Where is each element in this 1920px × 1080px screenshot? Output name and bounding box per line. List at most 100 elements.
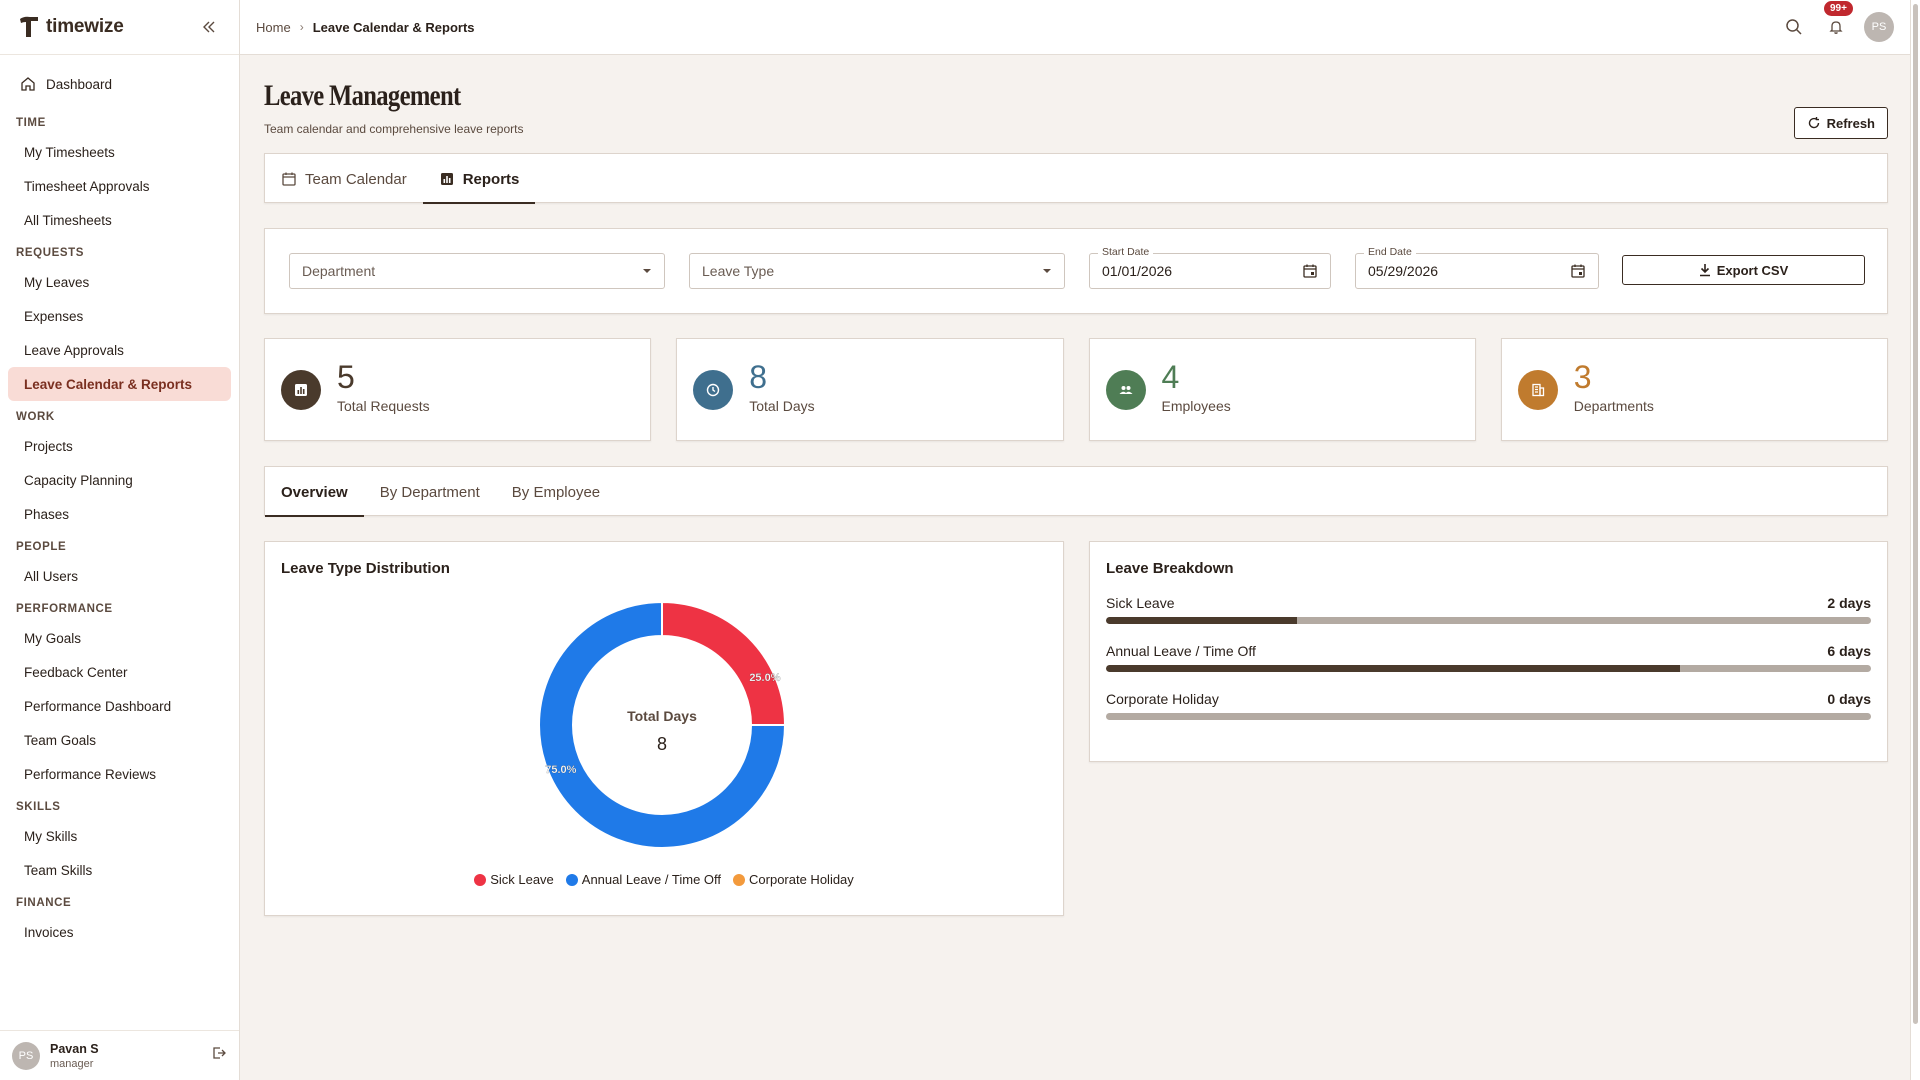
sidebar-item-all-timesheets[interactable]: All Timesheets — [24, 212, 112, 228]
legend-label: Sick Leave — [490, 872, 554, 887]
user-role: manager — [50, 1057, 94, 1070]
tab-label: Reports — [462, 170, 520, 188]
calendar-icon[interactable] — [1570, 263, 1586, 279]
refresh-icon — [1808, 117, 1819, 129]
sidebar-section-heading: SKILLS — [16, 801, 61, 813]
stat-value: 5 — [337, 358, 355, 395]
calendar-icon[interactable] — [1302, 263, 1318, 279]
refresh-button[interactable]: Refresh — [1793, 107, 1888, 139]
logout-icon[interactable] — [211, 1045, 227, 1066]
bar-chart-icon — [295, 383, 307, 396]
donut-slice-annual-leave-time-off[interactable] — [538, 600, 787, 849]
breakdown-progress-fill — [1106, 665, 1680, 672]
sidebar-item-my-goals[interactable]: My Goals — [24, 630, 82, 646]
sidebar-item-dashboard[interactable]: Dashboard — [8, 67, 231, 101]
donut-slice-sick-leave[interactable] — [661, 600, 787, 726]
tab-team-calendar[interactable]: Team Calendar — [265, 154, 423, 204]
page-title: Leave Management — [264, 79, 461, 112]
breakdown-progress-bar — [1106, 617, 1871, 624]
building-icon — [1532, 383, 1544, 396]
stat-label: Total Days — [749, 397, 815, 414]
main-tabs: Team Calendar Reports — [264, 153, 1888, 204]
brand: timewize — [0, 0, 239, 55]
search-icon[interactable] — [1780, 13, 1808, 41]
donut-center-value: 8 — [656, 734, 667, 754]
calendar-icon — [282, 172, 296, 186]
donut-chart: 25.0% 75.0% Total Days 8 — [537, 600, 787, 850]
sidebar-item-my-timesheets[interactable]: My Timesheets — [24, 144, 115, 160]
sidebar-item-phases[interactable]: Phases — [24, 506, 70, 522]
leave-type-select[interactable]: Leave Type — [689, 253, 1065, 289]
page-scrollbar[interactable] — [1910, 0, 1920, 1080]
sidebar-item-expenses[interactable]: Expenses — [24, 308, 84, 324]
collapse-sidebar-icon[interactable] — [197, 15, 221, 39]
sidebar-item-team-skills[interactable]: Team Skills — [24, 862, 93, 878]
sidebar-item-performance-reviews[interactable]: Performance Reviews — [24, 766, 157, 782]
sidebar-item-label: Dashboard — [46, 76, 113, 92]
chart-legend: Sick Leave Annual Leave / Time Off Corpora… — [265, 872, 1063, 887]
sidebar-item-performance-dashboard[interactable]: Performance Dashboard — [24, 698, 172, 714]
sidebar-section-heading: TIME — [16, 117, 46, 129]
people-icon — [1119, 385, 1132, 394]
stat-value: 3 — [1573, 358, 1592, 395]
sidebar-item-my-leaves[interactable]: My Leaves — [24, 274, 90, 290]
breakdown-value: 6 days — [1827, 643, 1871, 659]
topbar: Home › Leave Calendar & Reports 99+ PS — [240, 0, 1920, 55]
tab-by-employee[interactable]: By Employee — [511, 483, 601, 501]
breadcrumb-current: Leave Calendar & Reports — [312, 19, 475, 35]
donut-percent-label: 25.0% — [749, 672, 780, 684]
sidebar-item-timesheet-approvals[interactable]: Timesheet Approvals — [24, 178, 150, 194]
export-csv-button[interactable]: Export CSV — [1622, 255, 1865, 285]
donut-svg: 25.0% 75.0% — [538, 600, 787, 849]
sidebar-section-heading: PERFORMANCE — [16, 603, 113, 615]
legend-item[interactable]: Sick Leave — [474, 872, 554, 887]
notifications-bell-icon[interactable]: 99+ — [1822, 1, 1853, 41]
notification-badge: 99+ — [1824, 1, 1853, 16]
legend-swatch — [474, 873, 487, 886]
department-placeholder: Department — [302, 263, 376, 279]
refresh-label: Refresh — [1826, 115, 1875, 131]
sidebar-section-heading: PEOPLE — [16, 541, 67, 553]
sidebar-item-feedback-center[interactable]: Feedback Center — [24, 664, 128, 680]
breakdown-progress-bar — [1106, 665, 1871, 672]
stat-icon-circle — [1105, 369, 1146, 410]
end-date-field[interactable]: End Date 05/29/2026 — [1355, 246, 1599, 289]
stat-departments: 3 Departments — [1500, 338, 1888, 441]
sidebar-item-invoices[interactable]: Invoices — [24, 924, 74, 940]
sidebar-item-leave-approvals[interactable]: Leave Approvals — [24, 342, 124, 358]
scrollbar-thumb[interactable] — [1913, 4, 1918, 1024]
breakdown-row-sick-leave: Sick Leave 2 days — [1106, 595, 1871, 624]
legend-swatch — [565, 873, 578, 886]
tab-by-department[interactable]: By Department — [379, 483, 480, 501]
tab-overview[interactable]: Overview — [265, 467, 364, 517]
tab-reports[interactable]: Reports — [422, 154, 536, 204]
breakdown-value: 0 days — [1827, 691, 1871, 707]
stat-icon-circle — [281, 369, 321, 410]
breakdown-label: Annual Leave / Time Off — [1106, 643, 1256, 659]
avatar[interactable]: PS — [12, 1041, 40, 1070]
clock-icon — [707, 383, 720, 396]
department-select[interactable]: Department — [289, 253, 665, 289]
legend-label: Annual Leave / Time Off — [581, 872, 722, 887]
sidebar-item-my-skills[interactable]: My Skills — [24, 828, 78, 844]
breadcrumb-home[interactable]: Home — [256, 19, 291, 35]
stat-icon-circle — [1517, 369, 1558, 410]
sidebar-item-all-users[interactable]: All Users — [24, 568, 79, 584]
sidebar-item-projects[interactable]: Projects — [24, 438, 73, 454]
end-date-value: 05/29/2026 — [1368, 263, 1439, 279]
chevron-down-icon — [1043, 269, 1051, 273]
breakdown-row-corporate-holiday: Corporate Holiday 0 days — [1106, 691, 1871, 720]
legend-swatch — [733, 873, 746, 886]
sidebar-item-leave-calendar-reports[interactable]: Leave Calendar & Reports — [8, 367, 231, 401]
legend-item[interactable]: Annual Leave / Time Off — [565, 872, 722, 887]
leave-type-distribution-panel: Leave Type Distribution 25.0% 75.0% Total… — [264, 541, 1064, 916]
chevron-down-icon — [643, 269, 651, 273]
sidebar-item-capacity-planning[interactable]: Capacity Planning — [24, 472, 133, 488]
legend-item[interactable]: Corporate Holiday — [733, 872, 854, 887]
sidebar-item-team-goals[interactable]: Team Goals — [24, 732, 97, 748]
start-date-field[interactable]: Start Date 01/01/2026 — [1089, 246, 1331, 289]
legend-label: Corporate Holiday — [749, 872, 854, 887]
breakdown-label: Sick Leave — [1106, 595, 1175, 611]
user-avatar[interactable]: PS — [1864, 12, 1894, 42]
home-icon — [21, 77, 35, 91]
